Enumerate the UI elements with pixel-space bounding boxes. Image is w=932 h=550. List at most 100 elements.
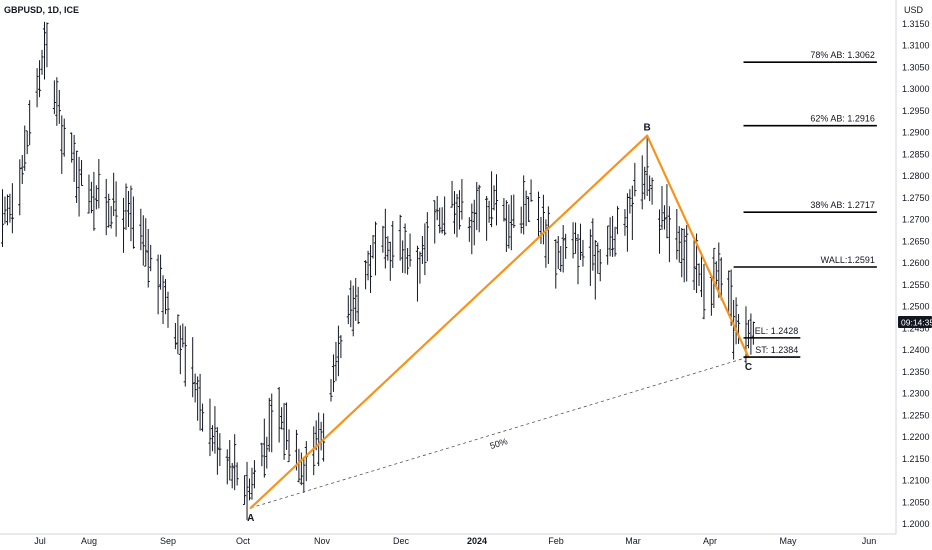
ohlc-bar: [546, 206, 550, 264]
ohlc-bar: [210, 425, 215, 452]
ohlc-bar: [512, 194, 516, 229]
fib-dashed-line: [250, 356, 749, 509]
ohlc-bar: [571, 222, 575, 259]
ohlc-bar: [346, 295, 350, 325]
ohlc-bar: [608, 217, 612, 257]
ohlc-bar: [319, 421, 323, 451]
currency-label: USD: [904, 5, 924, 15]
ohlc-bar: [662, 205, 667, 230]
ohlc-bar: [235, 462, 239, 486]
ohlc-bar: [8, 193, 12, 223]
ohlc-bar: [391, 221, 395, 268]
ohlc-bar: [40, 49, 44, 75]
level-label: WALL:1.2591: [821, 255, 875, 265]
ohlc-bar: [633, 162, 637, 197]
ohlc-bar: [680, 227, 684, 278]
ohlc-bar: [3, 196, 7, 224]
ohlc-bar: [640, 155, 644, 210]
ohlc-bar: [270, 393, 274, 453]
ohlc-bar: [250, 467, 254, 500]
y-tick-label: 1.2700: [902, 215, 930, 225]
ohlc-bar: [156, 254, 160, 315]
x-tick-label: Oct: [236, 536, 251, 546]
ohlc-bar: [334, 341, 338, 382]
x-tick-label: May: [779, 536, 797, 546]
ohlc-bar: [610, 215, 615, 257]
ohlc-bar: [329, 379, 333, 402]
y-tick-label: 1.2200: [902, 432, 930, 442]
ohlc-bar: [423, 223, 427, 276]
ohlc-bar: [45, 22, 49, 68]
ohlc-bar: [507, 204, 511, 249]
ohlc-bar: [196, 376, 200, 421]
ohlc-bar: [302, 456, 306, 493]
ohlc-bar: [452, 191, 457, 234]
ohlc-bar: [613, 226, 617, 257]
ohlc-bar: [89, 181, 94, 214]
level-line: 62% AB: 1.2916: [743, 114, 877, 127]
ohlc-bar: [657, 209, 662, 254]
time-badge: 09:14:35: [898, 316, 932, 328]
ohlc-bar: [628, 189, 632, 214]
ohlc-bar: [749, 313, 753, 355]
ohlc-bar: [383, 208, 387, 269]
fib-line-label: 50%: [489, 436, 509, 451]
ohlc-bar: [440, 207, 444, 234]
ohlc-bar: [418, 251, 422, 284]
ohlc-bar: [114, 181, 118, 237]
ohlc-bar: [200, 403, 205, 432]
ohlc-bar: [181, 323, 185, 348]
ohlc-bar: [677, 226, 681, 263]
ohlc-bar: [386, 236, 390, 261]
ohlc-bar: [381, 225, 385, 253]
ohlc-bar: [230, 462, 234, 489]
price-axis[interactable]: USD 1.3150 1.3100 1.3050 1.3000 1.2950 1.2900…: [895, 0, 930, 534]
y-tick-label: 1.2900: [902, 128, 930, 138]
ohlc-bar: [299, 452, 303, 486]
ohlc-bar: [208, 398, 212, 457]
ohlc-bar: [0, 189, 5, 248]
ohlc-bar: [297, 448, 301, 483]
ohlc-bar: [665, 184, 669, 239]
ohlc-bar: [131, 196, 136, 249]
ohlc-bar: [107, 193, 111, 228]
y-tick-label: 1.2800: [902, 171, 930, 181]
y-tick-label: 1.2050: [902, 497, 930, 507]
ohlc-bar: [322, 413, 326, 462]
ohlc-bar: [284, 402, 289, 450]
time-axis[interactable]: Jul Aug Sep Oct Nov Dec 2024 Feb Mar Apr May Jun: [0, 533, 896, 546]
ohlc-bar: [112, 172, 116, 217]
ohlc-bar: [356, 286, 360, 325]
ohlc-bar: [10, 183, 14, 234]
level-label: 38% AB: 1.2717: [810, 200, 875, 210]
y-tick-label: 1.2950: [902, 106, 930, 116]
x-tick-label: Dec: [393, 536, 410, 546]
ohlc-bar: [247, 478, 252, 501]
ohlc-bar: [401, 240, 405, 273]
ohlc-bar: [225, 449, 229, 485]
ohlc-bar: [675, 209, 679, 260]
ohlc-bar: [161, 275, 165, 324]
ohlc-bar: [685, 225, 689, 282]
ohlc-bar: [475, 181, 479, 230]
ohlc-bar: [339, 335, 343, 359]
ohlc-bar: [139, 208, 143, 251]
ohlc-bar: [564, 233, 568, 259]
ohlc-bar: [524, 190, 528, 227]
ohlc-bar: [144, 218, 148, 267]
y-tick-label: 1.2550: [902, 280, 930, 290]
ohlc-bar: [732, 300, 736, 360]
ohlc-bar: [198, 373, 202, 431]
ohlc-bar: [94, 185, 98, 210]
ohlc-bar: [492, 185, 496, 211]
plot-area[interactable]: [0, 21, 755, 520]
y-tick-label: 1.2300: [902, 389, 930, 399]
ohlc-bar: [606, 225, 610, 265]
ohlc-bar: [158, 254, 163, 290]
ohlc-bar: [502, 198, 506, 222]
level-line: 78% AB: 1.3062: [743, 50, 877, 63]
ohlc-bar: [415, 245, 420, 302]
y-tick-label: 1.2500: [902, 302, 930, 312]
ohlc-bar: [129, 185, 133, 242]
